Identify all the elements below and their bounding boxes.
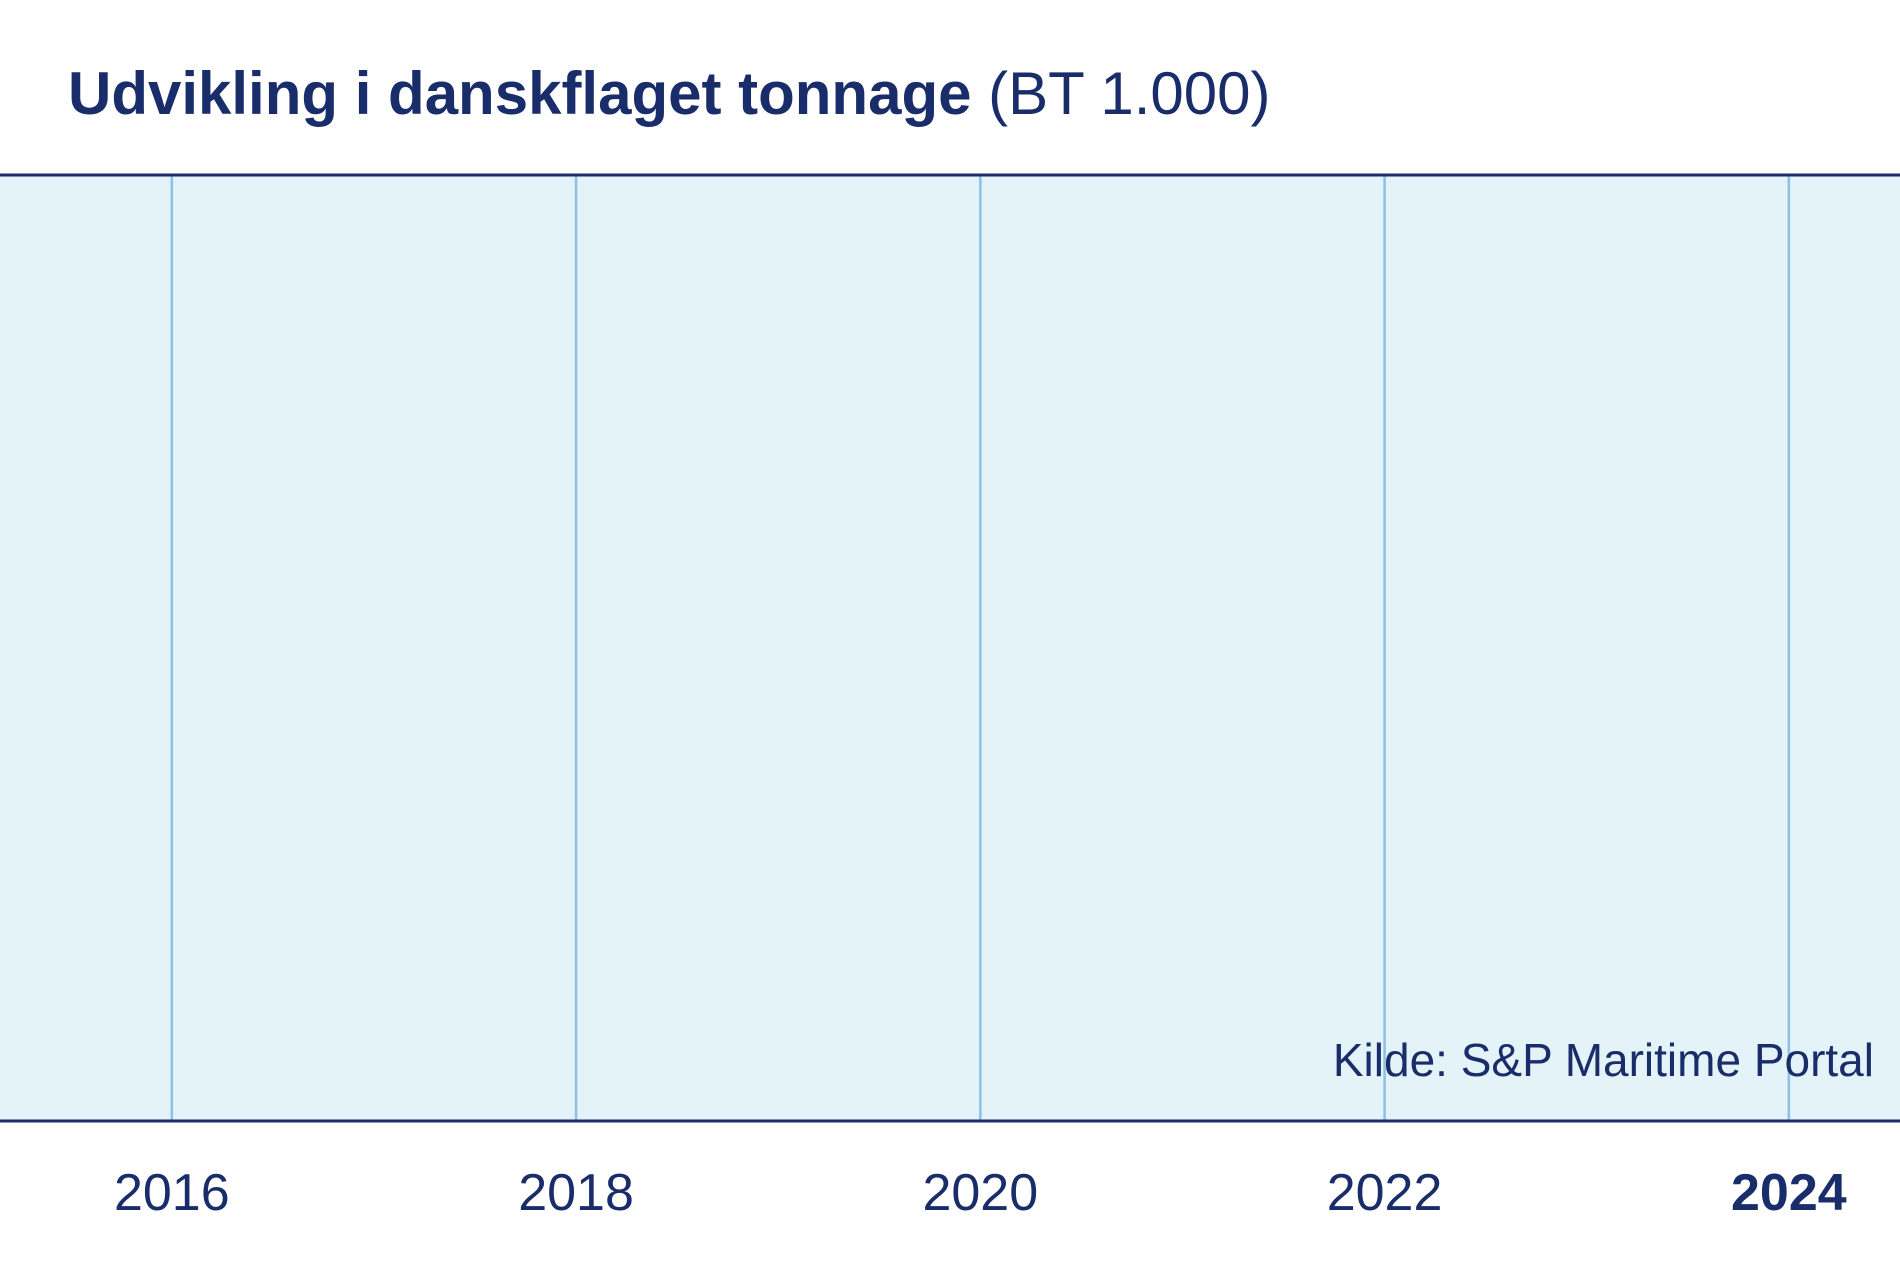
x-tick-label-2016: 2016: [114, 1164, 230, 1222]
x-axis-tick-labels: 2016 2018 2020 2022 2024: [114, 1164, 1847, 1222]
x-tick-label-2024: 2024: [1731, 1164, 1847, 1222]
chart-title: Udvikling i danskflaget tonnage (BT 1.00…: [68, 58, 1271, 130]
x-tick-label-2020: 2020: [922, 1164, 1038, 1222]
x-tick-label-2022: 2022: [1327, 1164, 1443, 1222]
chart-title-main: Udvikling i danskflaget tonnage: [68, 60, 972, 127]
x-tick-label-2018: 2018: [518, 1164, 634, 1222]
chart-title-unit: (BT 1.000): [988, 60, 1271, 127]
gridlines: [170, 175, 1791, 1121]
plot-area-background: [0, 175, 1900, 1121]
source-label: Kilde: S&P Maritime Portal: [1333, 1034, 1874, 1086]
